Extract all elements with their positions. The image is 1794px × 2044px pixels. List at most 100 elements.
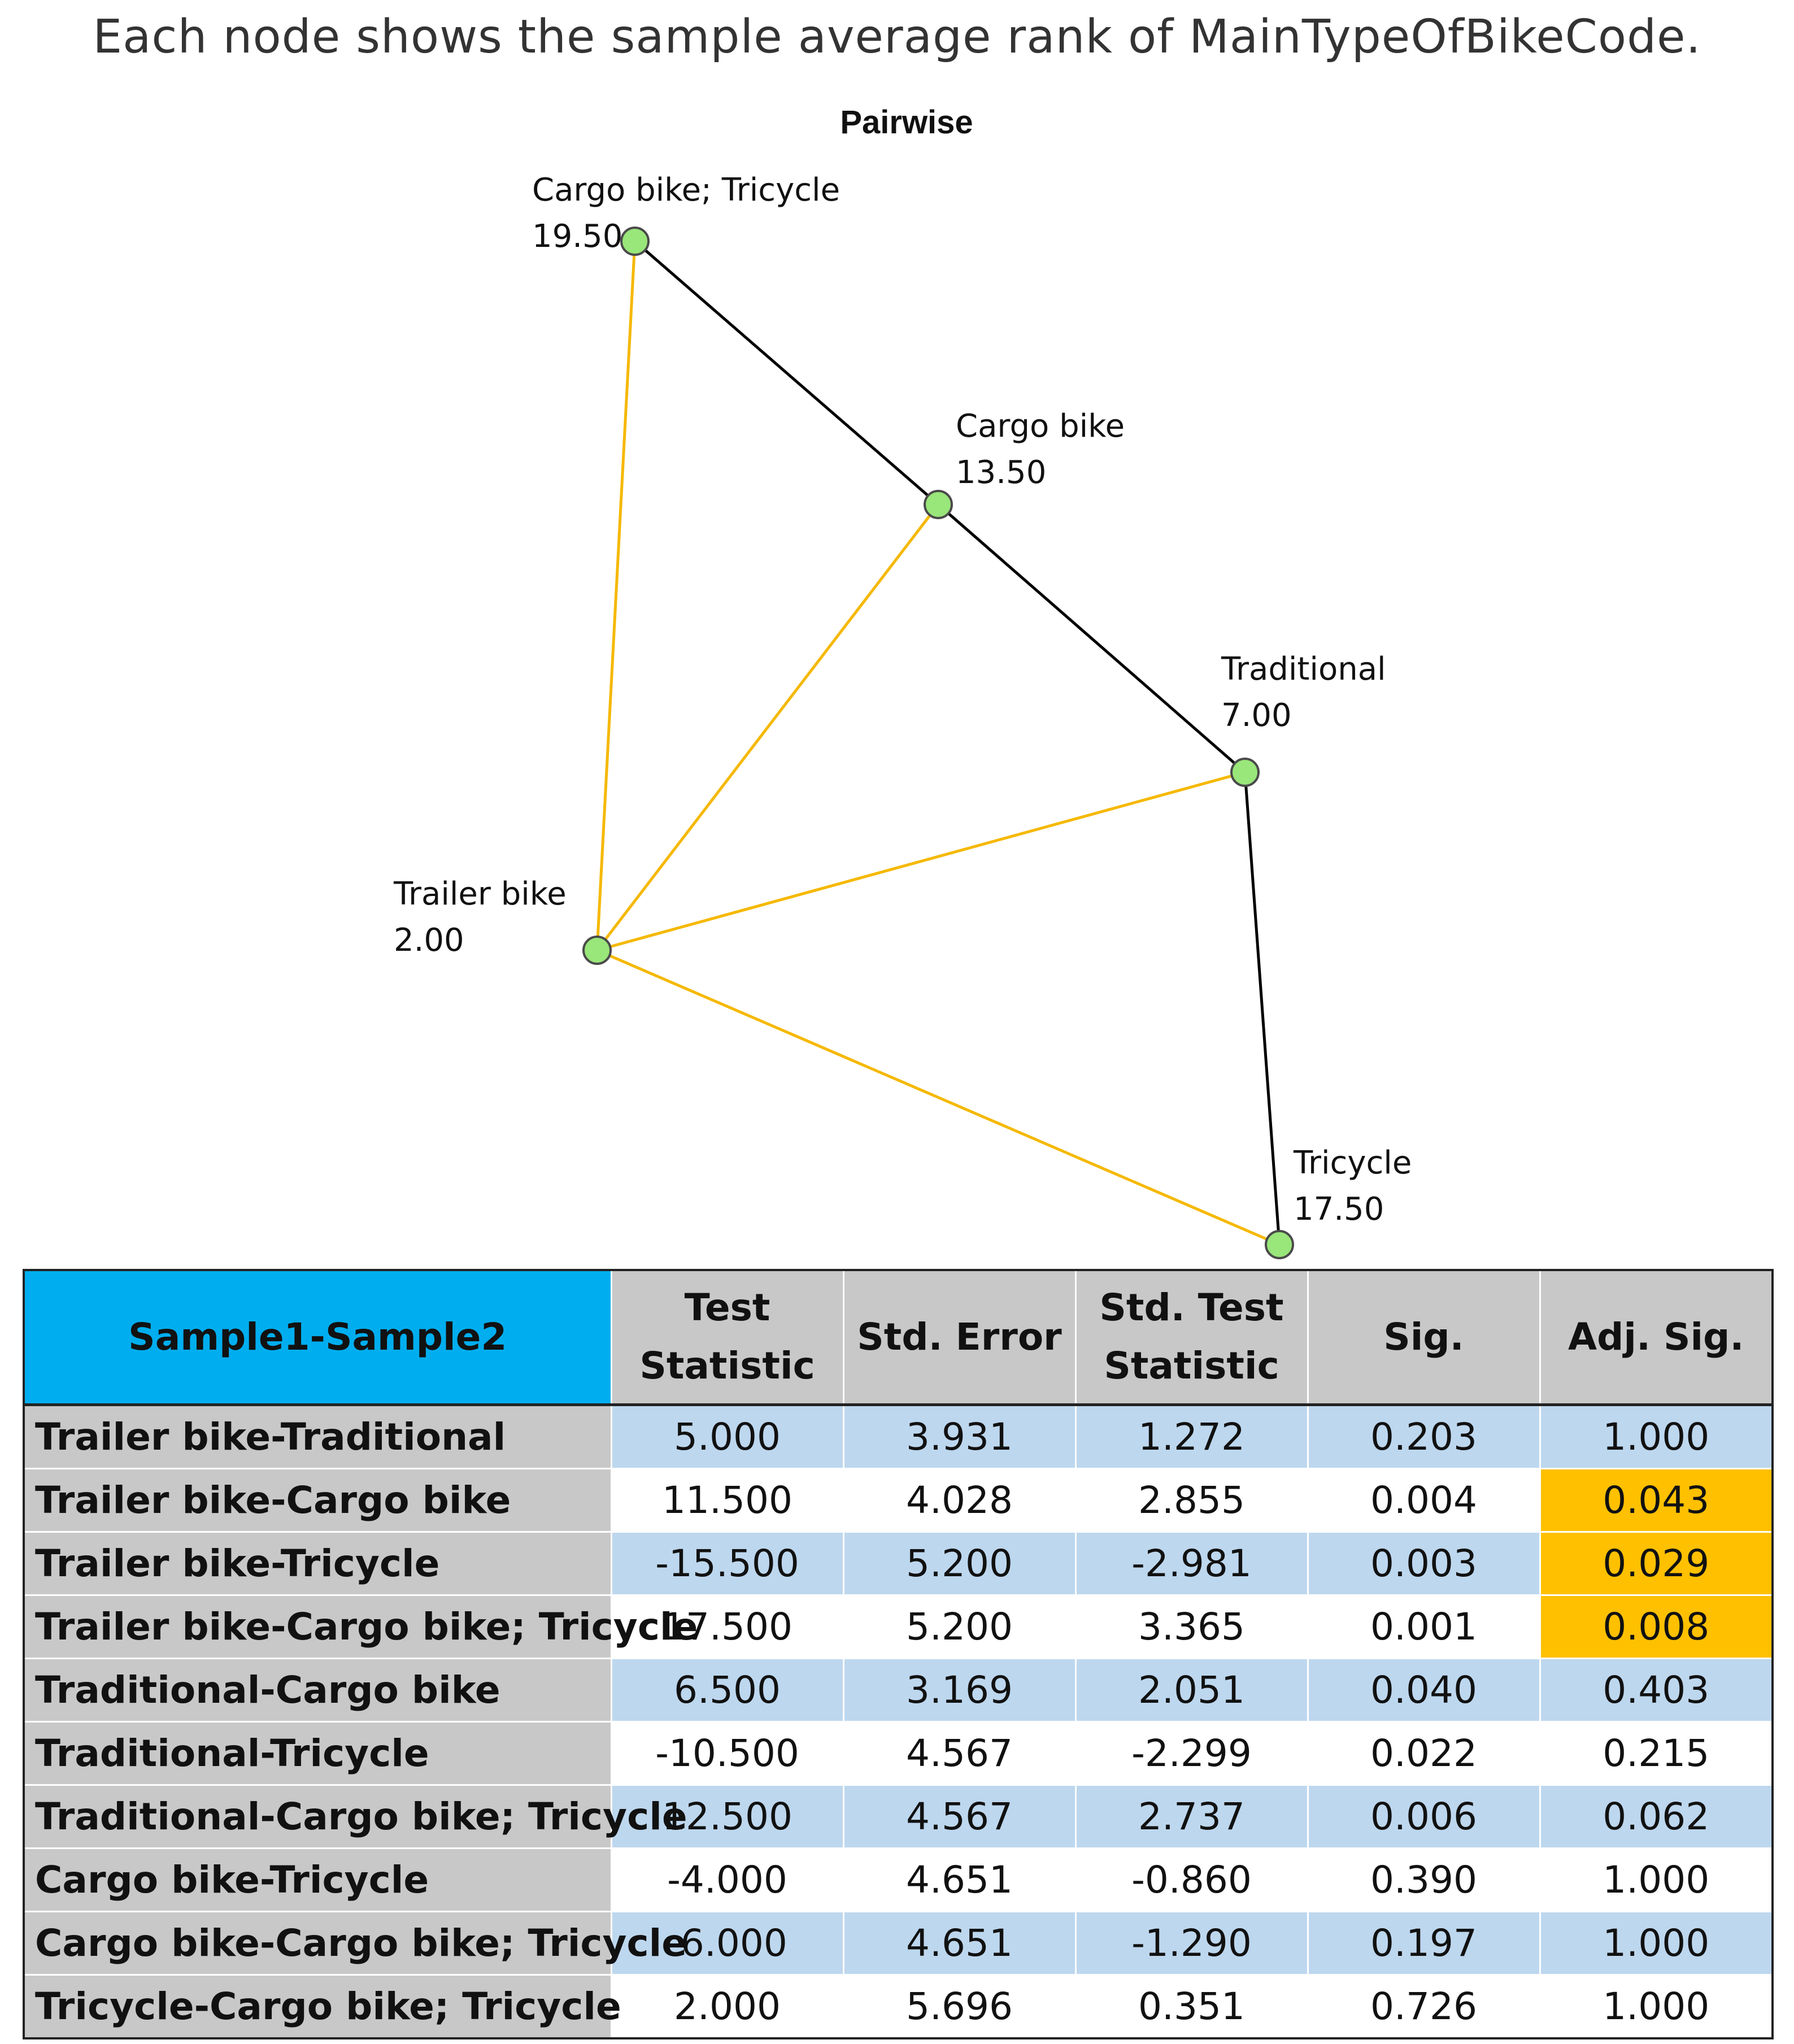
pairwise-comparison-table: Sample1-Sample2 Test Statistic Std. Erro… [23,1269,1774,2039]
cell-adj-sig: 0.008 [1539,1594,1774,1659]
node-cargo [924,490,953,519]
node-traditional [1230,758,1260,787]
cell-sig: 0.726 [1307,1973,1541,2039]
edge-cargo-trailer [596,503,939,951]
cell-adj-sig: 1.000 [1539,1403,1774,1469]
table-row: Cargo bike-Tricycle -4.000 4.651 -0.860 0.39… [23,1847,1774,1912]
node-value-tricycle: 17.50 [1294,1191,1384,1228]
cell-std-error: 3.169 [842,1657,1077,1723]
cell-std-error: 5.696 [842,1973,1077,2039]
cell-test-statistic: 5.000 [610,1403,844,1469]
diagram-title: Pairwise [840,104,973,141]
header-std-test-statistic-line1: Std. Test [1099,1286,1284,1330]
header-test-statistic-line1: Test [684,1286,770,1330]
node-name-cargo_tricycle: Cargo bike; Tricycle [532,172,840,208]
cell-test-statistic: 12.500 [610,1784,844,1849]
cell-std-test-statistic: -1.290 [1074,1910,1309,1976]
edge-trailer-tricycle [596,949,1280,1246]
edge-traditional-trailer [596,771,1246,952]
table-row: Trailer bike-Cargo bike; Tricycle 17.500 5… [23,1594,1774,1659]
cell-adj-sig: 0.029 [1539,1530,1774,1596]
cell-std-error: 5.200 [842,1530,1077,1596]
edge-traditional-tricycle [1243,772,1281,1245]
node-value-trailer: 2.00 [394,922,464,959]
cell-std-test-statistic: 0.351 [1074,1973,1309,2039]
header-std-error: Std. Error [842,1269,1077,1406]
cell-sig: 0.004 [1307,1467,1541,1533]
row-pair-label: Cargo bike-Cargo bike; Tricycle [23,1910,687,1976]
cell-adj-sig: 0.215 [1539,1720,1774,1786]
cell-test-statistic: -15.500 [610,1530,844,1596]
cell-sig: 0.203 [1307,1403,1541,1469]
cell-std-test-statistic: 2.737 [1074,1784,1309,1849]
cell-adj-sig: 0.062 [1539,1784,1774,1849]
node-value-cargo: 13.50 [956,454,1046,491]
row-pair-label: Trailer bike-Tricycle [23,1530,612,1596]
node-name-cargo: Cargo bike [956,408,1125,445]
header-std-test-statistic: Std. Test Statistic [1074,1269,1309,1406]
row-pair-label: Cargo bike-Tricycle [23,1847,612,1912]
node-trailer [582,936,612,965]
edges-layer [595,240,1281,1246]
cell-test-statistic: -4.000 [610,1847,844,1912]
header-adj-sig: Adj. Sig. [1539,1269,1774,1406]
cell-sig: 0.040 [1307,1657,1541,1723]
header-test-statistic-line2: Statistic [639,1343,815,1388]
edge-cargo_tricycle-cargo [634,240,939,506]
table-row: Traditional-Tricycle -10.500 4.567 -2.299 0.… [23,1720,1774,1786]
cell-sig: 0.022 [1307,1720,1541,1786]
cell-std-test-statistic: 1.272 [1074,1403,1309,1469]
cell-std-test-statistic: 2.855 [1074,1467,1309,1533]
row-pair-label: Tricycle-Cargo bike; Tricycle [23,1973,621,2039]
cell-sig: 0.197 [1307,1910,1541,1976]
row-pair-label: Trailer bike-Cargo bike [23,1467,612,1533]
node-tricycle [1265,1230,1294,1259]
row-pair-label: Trailer bike-Cargo bike; Tricycle [23,1594,698,1659]
row-pair-label: Traditional-Cargo bike; Tricycle [23,1784,687,1849]
header-sig: Sig. [1307,1269,1541,1406]
cell-test-statistic: -10.500 [610,1720,844,1786]
cell-std-error: 4.651 [842,1847,1077,1912]
cell-std-test-statistic: 3.365 [1074,1594,1309,1659]
cell-adj-sig: 0.403 [1539,1657,1774,1723]
table-row: Trailer bike-Tricycle -15.500 5.200 -2.981 0… [23,1530,1774,1596]
cell-std-test-statistic: -2.981 [1074,1530,1309,1596]
cell-sig: 0.006 [1307,1784,1541,1849]
table-row: Tricycle-Cargo bike; Tricycle 2.000 5.696 0… [23,1973,1774,2039]
node-name-trailer: Trailer bike [393,876,567,912]
edge-cargo-traditional [937,503,1246,773]
cell-adj-sig: 1.000 [1539,1973,1774,2039]
header-sample-pair: Sample1-Sample2 [23,1269,612,1406]
cell-test-statistic: -6.000 [610,1910,844,1976]
edge-cargo_tricycle-trailer [595,241,637,951]
cell-std-error: 5.200 [842,1594,1077,1659]
node-cargo_tricycle [620,227,650,256]
row-pair-label: Trailer bike-Traditional [23,1403,612,1469]
header-test-statistic: Test Statistic [610,1269,844,1406]
cell-sig: 0.001 [1307,1594,1541,1659]
cell-std-error: 4.651 [842,1910,1077,1976]
figure-caption: Each node shows the sample average rank … [93,10,1701,64]
table-row: Cargo bike-Cargo bike; Tricycle -6.000 4.6… [23,1910,1774,1976]
table-row: Trailer bike-Traditional 5.000 3.931 1.272 0… [23,1403,1774,1469]
cell-test-statistic: 6.500 [610,1657,844,1723]
cell-adj-sig: 0.043 [1539,1467,1774,1533]
node-value-cargo_tricycle: 19.50 [532,218,622,255]
cell-std-error: 3.931 [842,1403,1077,1469]
table-row: Trailer bike-Cargo bike 11.500 4.028 2.855 0… [23,1467,1774,1533]
cell-std-error: 4.567 [842,1720,1077,1786]
cell-test-statistic: 17.500 [610,1594,844,1659]
table-header-row: Sample1-Sample2 Test Statistic Std. Erro… [23,1269,1774,1406]
cell-adj-sig: 1.000 [1539,1847,1774,1912]
pairwise-network-diagram: Pairwise Cargo bike; Tricycle 19.50 Cargo … [393,104,1412,1259]
cell-std-error: 4.028 [842,1467,1077,1533]
node-name-tricycle: Tricycle [1293,1145,1412,1181]
row-pair-label: Traditional-Cargo bike [23,1657,612,1723]
header-std-test-statistic-line2: Statistic [1104,1343,1279,1388]
node-name-traditional: Traditional [1221,651,1386,688]
cell-adj-sig: 1.000 [1539,1910,1774,1976]
table-row: Traditional-Cargo bike 6.500 3.169 2.051 0.0… [23,1657,1774,1723]
cell-std-test-statistic: -0.860 [1074,1847,1309,1912]
table-body: Trailer bike-Traditional 5.000 3.931 1.272 0… [23,1403,1774,2039]
cell-std-error: 4.567 [842,1784,1077,1849]
